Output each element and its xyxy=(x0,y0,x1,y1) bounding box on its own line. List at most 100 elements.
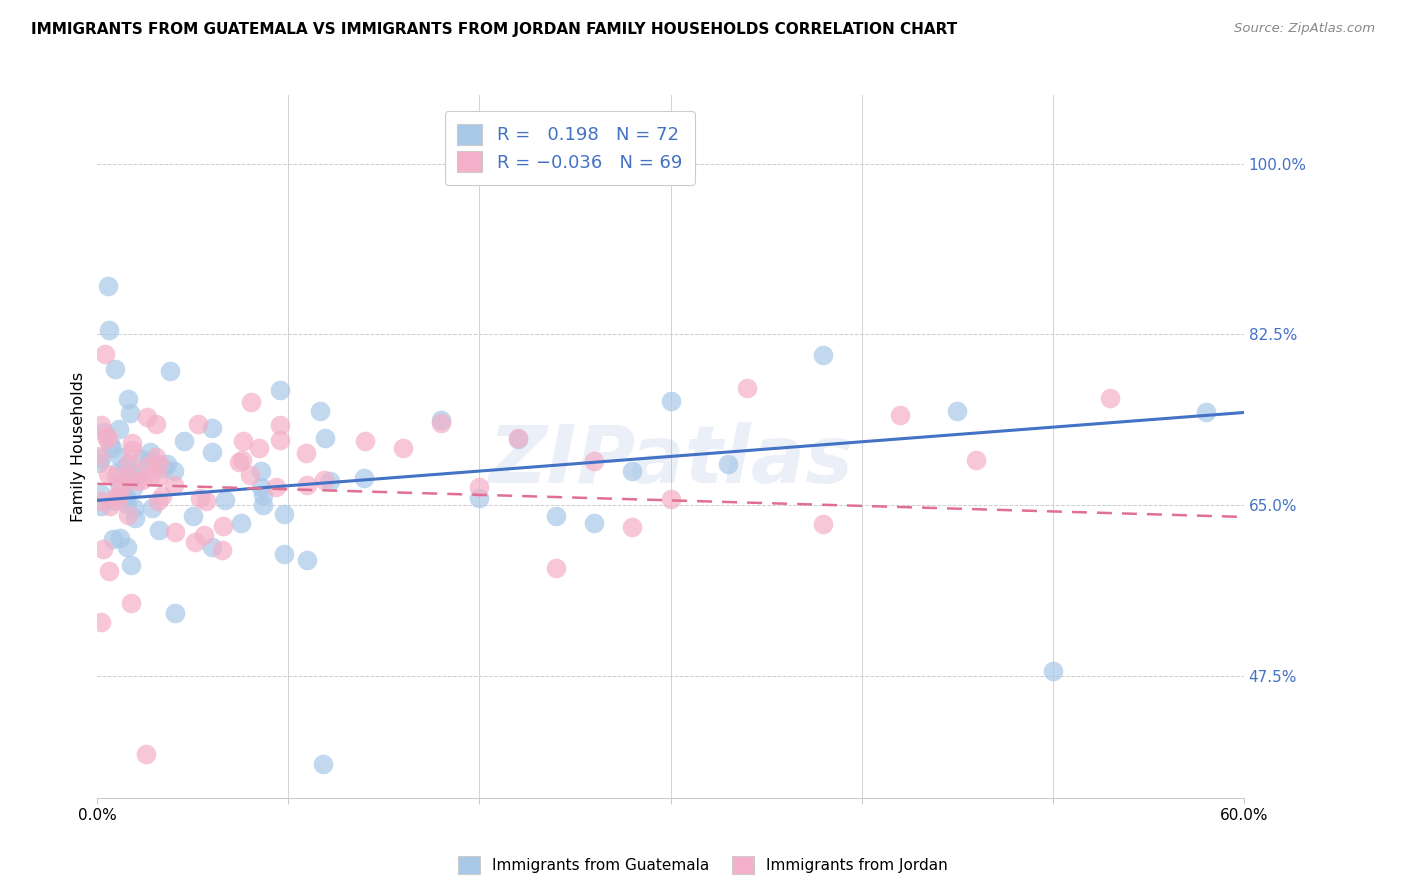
Point xyxy=(309,404,332,418)
Point xyxy=(430,416,453,430)
Point xyxy=(104,361,127,376)
Point xyxy=(98,564,121,578)
Point xyxy=(252,488,274,502)
Point xyxy=(318,474,340,488)
Point xyxy=(269,433,291,447)
Point xyxy=(105,490,128,504)
Point xyxy=(127,467,149,482)
Point xyxy=(120,596,142,610)
Point xyxy=(392,441,415,455)
Point xyxy=(96,429,118,443)
Point xyxy=(120,558,142,573)
Text: IMMIGRANTS FROM GUATEMALA VS IMMIGRANTS FROM JORDAN FAMILY HOUSEHOLDS CORRELATIO: IMMIGRANTS FROM GUATEMALA VS IMMIGRANTS … xyxy=(31,22,957,37)
Point xyxy=(101,441,124,455)
Point xyxy=(107,492,129,507)
Point xyxy=(468,480,491,494)
Text: Source: ZipAtlas.com: Source: ZipAtlas.com xyxy=(1234,22,1375,36)
Point xyxy=(121,443,143,458)
Point xyxy=(117,508,139,523)
Point xyxy=(117,498,139,512)
Point xyxy=(273,547,295,561)
Point xyxy=(146,470,169,484)
Legend: Immigrants from Guatemala, Immigrants from Jordan: Immigrants from Guatemala, Immigrants fr… xyxy=(453,850,953,880)
Point xyxy=(97,322,120,336)
Point xyxy=(159,364,181,378)
Point xyxy=(212,518,235,533)
Point xyxy=(121,436,143,450)
Point xyxy=(135,459,157,474)
Point xyxy=(583,454,606,468)
Point xyxy=(353,471,375,485)
Point xyxy=(621,464,644,478)
Point xyxy=(252,498,274,512)
Point xyxy=(163,477,186,491)
Point xyxy=(165,524,187,539)
Point xyxy=(96,432,118,446)
Point xyxy=(163,464,186,478)
Point xyxy=(120,465,142,479)
Point xyxy=(295,478,318,492)
Point xyxy=(108,422,131,436)
Point xyxy=(173,434,195,448)
Point xyxy=(295,553,318,567)
Point xyxy=(91,541,114,556)
Point xyxy=(1194,405,1216,419)
Point xyxy=(813,348,835,362)
Point xyxy=(184,535,207,549)
Point xyxy=(108,531,131,545)
Point xyxy=(124,510,146,524)
Point xyxy=(152,460,174,475)
Point xyxy=(150,489,173,503)
Point xyxy=(98,437,121,451)
Point xyxy=(156,457,179,471)
Point xyxy=(89,449,111,463)
Point xyxy=(117,456,139,470)
Point xyxy=(148,523,170,537)
Point xyxy=(107,465,129,479)
Point xyxy=(141,501,163,516)
Point xyxy=(269,418,291,433)
Point xyxy=(269,383,291,397)
Point xyxy=(139,469,162,483)
Point xyxy=(138,454,160,468)
Point xyxy=(121,481,143,495)
Point xyxy=(124,501,146,516)
Point xyxy=(90,494,112,508)
Point xyxy=(249,480,271,494)
Point xyxy=(659,492,682,507)
Point xyxy=(146,494,169,508)
Point xyxy=(115,458,138,473)
Point xyxy=(187,417,209,432)
Point xyxy=(506,431,529,445)
Point xyxy=(717,457,740,471)
Point xyxy=(193,527,215,541)
Point xyxy=(430,412,453,426)
Point xyxy=(250,464,273,478)
Point xyxy=(889,409,911,423)
Point xyxy=(115,490,138,504)
Point xyxy=(201,541,224,555)
Point xyxy=(544,508,567,523)
Point xyxy=(240,395,263,409)
Point xyxy=(201,444,224,458)
Point xyxy=(583,516,606,530)
Y-axis label: Family Households: Family Households xyxy=(72,372,86,522)
Legend: R =   0.198   N = 72, R = −0.036   N = 69: R = 0.198 N = 72, R = −0.036 N = 69 xyxy=(444,112,695,185)
Point xyxy=(228,455,250,469)
Point xyxy=(129,452,152,467)
Point xyxy=(131,473,153,487)
Point xyxy=(125,474,148,488)
Point xyxy=(312,756,335,771)
Point xyxy=(506,432,529,446)
Point xyxy=(117,392,139,406)
Point xyxy=(813,517,835,532)
Point xyxy=(312,473,335,487)
Point xyxy=(195,494,218,508)
Point xyxy=(115,541,138,555)
Point xyxy=(621,520,644,534)
Point xyxy=(90,451,112,466)
Point xyxy=(214,493,236,508)
Point xyxy=(201,421,224,435)
Point xyxy=(139,444,162,458)
Point xyxy=(97,278,120,293)
